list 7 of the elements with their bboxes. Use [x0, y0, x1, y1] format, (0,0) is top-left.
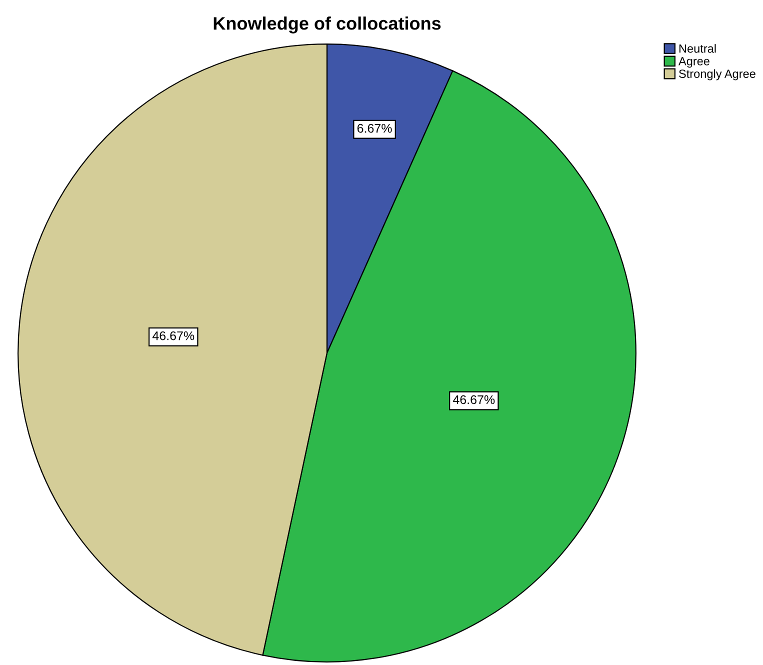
data-label: 46.67%: [452, 395, 495, 404]
legend-label: Strongly Agree: [679, 69, 756, 80]
chart-title: Knowledge of collocations: [214, 16, 441, 34]
data-label: 46.67%: [152, 331, 194, 340]
legend-label: Agree: [678, 57, 710, 68]
legend-label: Neutral: [679, 44, 716, 53]
data-label: 6.67%: [357, 124, 392, 133]
